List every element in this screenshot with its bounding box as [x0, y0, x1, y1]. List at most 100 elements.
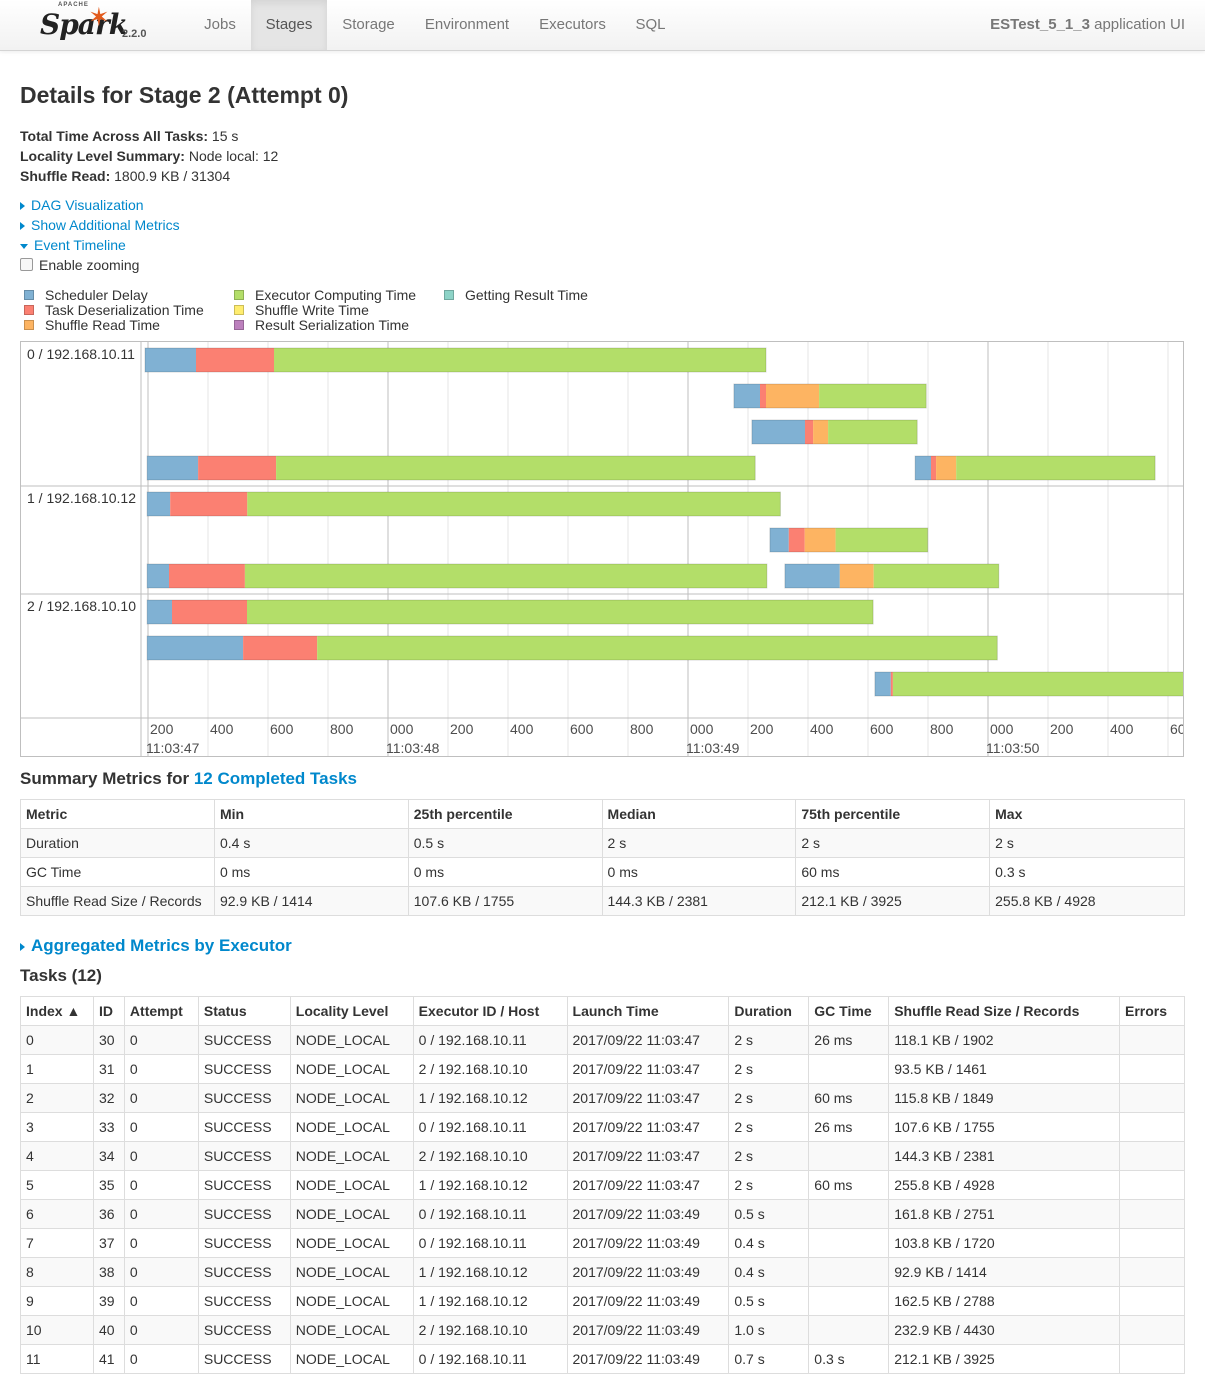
timeline-task-bar [874, 671, 1183, 697]
tasks-header-cell[interactable]: Executor ID / Host [412, 996, 568, 1026]
tasks-heading: Tasks (12) [20, 966, 102, 985]
timeline-task-outline [144, 347, 767, 373]
tasks-cell: 2 / 192.168.10.10 [412, 1141, 568, 1171]
tasks-header-cell[interactable]: ID [92, 996, 125, 1026]
tasks-cell: SUCCESS [197, 1257, 291, 1287]
summary-header-cell[interactable]: 25th percentile [407, 799, 603, 829]
timeline-task-segment [766, 384, 820, 408]
tasks-cell: 1 / 192.168.10.12 [412, 1286, 568, 1316]
summary-header-cell[interactable]: 75th percentile [795, 799, 991, 829]
tasks-cell: SUCCESS [197, 1315, 291, 1345]
tasks-cell [1119, 1083, 1185, 1113]
summary-cell: Shuffle Read Size / Records [20, 886, 215, 916]
tasks-header-cell[interactable]: Launch Time [566, 996, 730, 1026]
tasks-cell: NODE_LOCAL [289, 1286, 414, 1316]
timeline-task-segment [276, 456, 756, 480]
tab-sql[interactable]: SQL [635, 16, 666, 33]
tasks-header-cell[interactable]: Duration [728, 996, 810, 1026]
tab-stages[interactable]: Stages [251, 0, 327, 50]
timeline-tick-label: 800 [330, 721, 354, 737]
event-timeline-link[interactable]: Event Timeline [20, 237, 126, 253]
tasks-cell: 34 [92, 1141, 125, 1171]
tasks-cell [1119, 1054, 1185, 1084]
dag-visualization-link[interactable]: DAG Visualization [20, 197, 144, 213]
tasks-cell: 0.4 s [728, 1228, 810, 1258]
timeline-task-segment [247, 600, 874, 624]
tasks-cell [1119, 1257, 1185, 1287]
timeline-task-segment [274, 348, 766, 372]
zoom-checkbox[interactable] [20, 258, 33, 271]
total-time-value: 15 s [208, 128, 239, 144]
timeline-tick-label: 000 [390, 721, 414, 737]
tasks-header-cell[interactable]: GC Time [808, 996, 890, 1026]
tasks-cell: SUCCESS [197, 1141, 291, 1171]
tab-storage[interactable]: Storage [342, 16, 395, 33]
tasks-header-cell[interactable]: Shuffle Read Size / Records [888, 996, 1120, 1026]
tab-environment[interactable]: Environment [424, 16, 510, 33]
summary-cell: 60 ms [795, 857, 991, 887]
tasks-cell: 0 [123, 1315, 199, 1345]
tasks-cell [1119, 1286, 1185, 1316]
timeline-task-segment [874, 672, 891, 696]
brand-apache: APACHE [58, 2, 89, 8]
tasks-cell: 1 [20, 1054, 94, 1084]
timeline-task-segment [936, 456, 957, 480]
tab-jobs[interactable]: Jobs [204, 16, 236, 33]
tab-executors[interactable]: Executors [539, 16, 606, 33]
timeline-group-label: 2 / 192.168.10.10 [27, 598, 136, 614]
table-row: 6 36 0 SUCCESS NODE_LOCAL 0 / 192.168.10.11 20… [20, 1199, 1185, 1229]
tasks-cell: 6 [20, 1199, 94, 1229]
tasks-cell: 0 [123, 1228, 199, 1258]
timeline-tick-label: 000 [690, 721, 714, 737]
tasks-header-cell[interactable]: Index ▲ [20, 996, 94, 1026]
summary-cell: 0 ms [407, 857, 603, 887]
locality-value: Node local: 12 [184, 148, 279, 164]
enable-zooming[interactable]: Enable zooming [20, 257, 139, 273]
tasks-cell: 212.1 KB / 3925 [888, 1344, 1120, 1374]
tasks-cell: 2 / 192.168.10.10 [412, 1315, 568, 1345]
timeline-task-outline [751, 419, 918, 445]
tasks-header-cell[interactable]: Locality Level [289, 996, 414, 1026]
timeline-task-segment [760, 384, 766, 408]
tasks-header-cell[interactable]: Attempt [123, 996, 199, 1026]
summary-header-cell[interactable]: Max [989, 799, 1185, 829]
timeline-group-label: 0 / 192.168.10.11 [27, 346, 135, 362]
timeline-task-segment [804, 528, 836, 552]
tasks-cell: 162.5 KB / 2788 [888, 1286, 1120, 1316]
tasks-cell: 2 s [728, 1112, 810, 1142]
timeline-task-outline [784, 563, 1000, 589]
tasks-cell: 2017/09/22 11:03:49 [566, 1228, 730, 1258]
tasks-table: Index ▲ ID Attempt Status Locality Level Exec… [20, 996, 1185, 1374]
tasks-cell: 2017/09/22 11:03:49 [566, 1344, 730, 1374]
summary-header-cell[interactable]: Median [601, 799, 797, 829]
tasks-header-cell[interactable]: Status [197, 996, 291, 1026]
collapse-arrow-icon [20, 243, 28, 249]
tasks-cell: 161.8 KB / 2751 [888, 1199, 1120, 1229]
timeline-task-segment [170, 492, 248, 516]
aggregated-metrics-link[interactable]: Aggregated Metrics by Executor [20, 936, 292, 956]
locality-label: Locality Level Summary: [20, 148, 185, 164]
event-timeline[interactable]: 0 / 192.168.10.11 1 / 192.168.10.12 2 / 19… [20, 341, 1184, 757]
timeline-tick-label: 400 [510, 721, 534, 737]
tasks-cell: 2017/09/22 11:03:47 [566, 1054, 730, 1084]
tasks-cell: 41 [92, 1344, 125, 1374]
timeline-tick-label: 600 [270, 721, 294, 737]
additional-metrics-link[interactable]: Show Additional Metrics [20, 217, 180, 233]
tasks-cell: 2 s [728, 1054, 810, 1084]
summary-header-cell[interactable]: Min [213, 799, 409, 829]
table-row: 10 40 0 SUCCESS NODE_LOCAL 2 / 192.168.10.10 2… [20, 1315, 1185, 1345]
timeline-group-label: 1 / 192.168.10.12 [27, 490, 136, 506]
summary-header-cell[interactable]: Metric [20, 799, 215, 829]
timeline-task-segment [751, 420, 805, 444]
timeline-task-bar [733, 383, 927, 409]
tasks-cell [808, 1315, 890, 1345]
timeline-task-bar [914, 455, 1156, 481]
total-time-label: Total Time Across All Tasks: [20, 128, 209, 144]
tasks-cell: 2017/09/22 11:03:49 [566, 1257, 730, 1287]
tasks-header-cell[interactable]: Errors [1119, 996, 1185, 1026]
tasks-cell: 0.7 s [728, 1344, 810, 1374]
shuffle-read-label: Shuffle Read: [20, 168, 111, 184]
spark-logo[interactable]: APACHE Spark ✶ 2.2.0 [38, 2, 158, 46]
completed-tasks-link[interactable]: 12 Completed Tasks [193, 769, 357, 788]
legend-label: Task Deserialization Time [45, 302, 204, 318]
